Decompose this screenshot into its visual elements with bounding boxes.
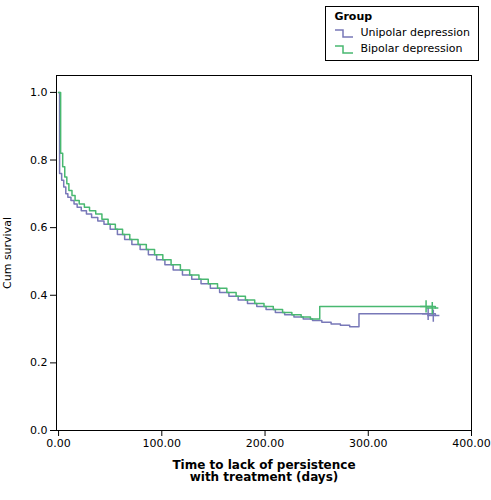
svg-text:0.2: 0.2 <box>30 356 48 369</box>
svg-text:0.0: 0.0 <box>30 424 48 437</box>
svg-text:200.00: 200.00 <box>246 437 285 450</box>
svg-text:0.6: 0.6 <box>30 221 48 234</box>
svg-text:100.00: 100.00 <box>143 437 182 450</box>
svg-text:0.4: 0.4 <box>30 289 48 302</box>
html-text:Bipolar depression: Bipolar depression <box>360 42 463 55</box>
html-text:Unipolar depression: Unipolar depression <box>360 26 470 39</box>
svg-text:0.8: 0.8 <box>30 154 48 167</box>
html-text:Group: Group <box>334 10 373 23</box>
svg-text:400.00: 400.00 <box>452 437 491 450</box>
svg-text:Cum survival: Cum survival <box>1 217 14 289</box>
svg-text:0.00: 0.00 <box>46 437 71 450</box>
svg-text:Time to lack of persistencewit: Time to lack of persistencewith treatmen… <box>172 458 355 484</box>
svg-text:1.0: 1.0 <box>30 86 48 99</box>
svg-text:300.00: 300.00 <box>349 437 388 450</box>
